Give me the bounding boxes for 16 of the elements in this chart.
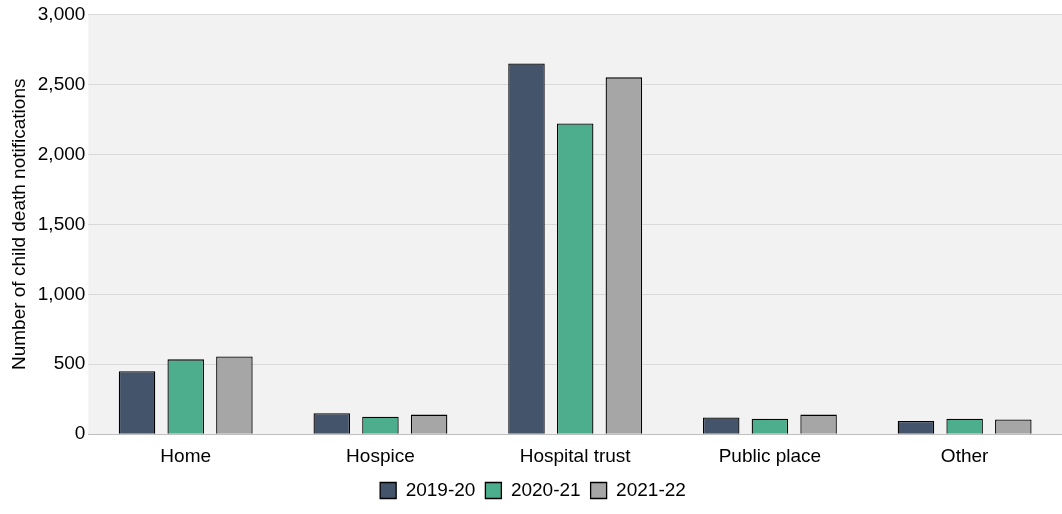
- x-tick-label: Public place: [718, 444, 822, 466]
- x-tick-label: Hospital trust: [519, 444, 632, 466]
- x-tick-label: Other: [940, 444, 990, 466]
- y-tick-label: 0: [74, 422, 86, 444]
- y-axis-title: Number of child death notifications: [7, 78, 29, 371]
- legend-label: 2020-21: [510, 478, 581, 500]
- y-tick-label: 2,500: [37, 72, 86, 94]
- legend-label: 2021-22: [616, 478, 686, 500]
- legend-label: 2019-20: [405, 478, 476, 500]
- x-tick-label: Home: [160, 444, 212, 466]
- y-tick-label: 500: [53, 352, 86, 374]
- y-tick-label: 1,500: [37, 212, 86, 234]
- y-tick-label: 2,000: [37, 142, 86, 164]
- y-tick-label: 1,000: [37, 282, 86, 304]
- x-tick-label: Hospice: [346, 444, 415, 466]
- y-tick-label: 3,000: [37, 2, 86, 24]
